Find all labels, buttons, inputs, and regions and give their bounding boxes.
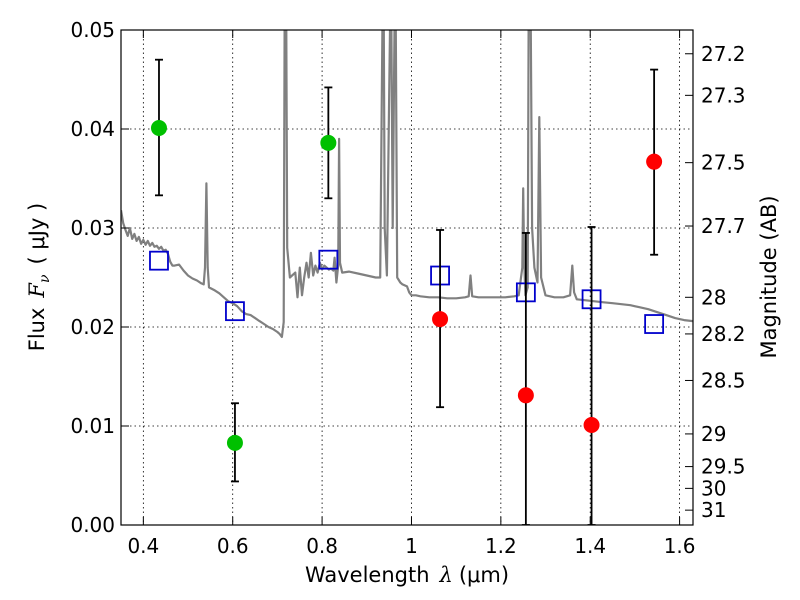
x-tick-label: 1.6 [664,534,696,558]
y2-tick-label: 31 [701,498,726,522]
data-point [432,311,449,328]
model-spectrum-line [121,30,693,338]
y2-tick-label: 28.2 [701,322,746,346]
x-tick-label: 1 [405,534,418,558]
y2-tick-label: 28.5 [701,368,746,392]
y-tick-label: 0.02 [70,315,115,339]
x-tick-label: 1.4 [574,534,606,558]
y2-tick-label: 27.7 [701,214,746,238]
y2-tick-label: 29.5 [701,455,746,479]
markers [149,58,665,525]
ticks: 0.4 0.6 0.8 1 1.2 1.4 1.6 0.00 0.01 0.02 0.03 0.04 0… [70,18,745,558]
plot-frame [120,29,694,526]
model-square-point [318,249,339,270]
data-point [320,134,337,151]
y-tick-label: 0.03 [70,216,115,240]
y-tick-label: 0.00 [70,513,115,537]
y2-axis-label: Magnitude (AB) [757,195,781,358]
y2-tick-label: 27.3 [701,83,746,107]
data-point [517,387,534,404]
model-square-point [149,250,169,271]
y2-tick-label: 30 [701,476,726,500]
model-square-point [225,301,245,322]
y-axis-label: FluxFν( μJy ) [25,203,53,351]
x-tick-label: 0.4 [127,534,159,558]
data-point [646,153,663,170]
x-tick-label: 1.2 [485,534,517,558]
y-tick-label: 0.01 [70,414,115,438]
x-tick-label: 0.6 [217,534,249,558]
x-tick-label: 0.8 [306,534,338,558]
x-axis-label: Wavelength λ (μm) [305,563,509,587]
data-point [583,417,600,434]
y2-tick-label: 27.5 [701,151,746,175]
y2-tick-label: 28 [701,285,726,309]
spectrum-layer [121,30,693,338]
data-point [226,434,243,451]
y-tick-label: 0.04 [70,117,115,141]
data-point [150,120,167,137]
plot-background [121,30,693,525]
y2-tick-label: 27.2 [701,42,746,66]
y-tick-label: 0.05 [70,18,115,42]
y2-tick-label: 29 [701,422,726,446]
model-square-point [644,314,665,334]
